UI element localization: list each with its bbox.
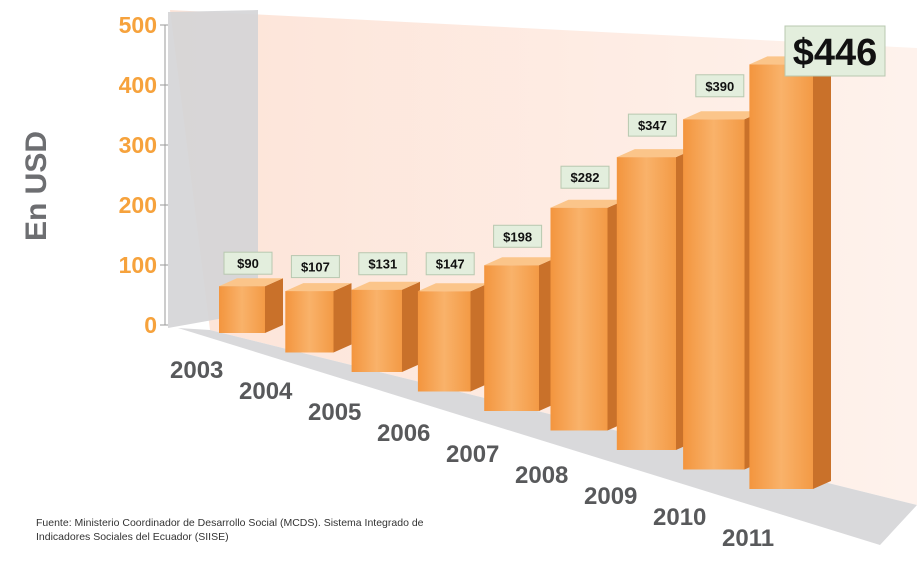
floor (178, 328, 917, 545)
data-label-text: $446 (793, 32, 878, 74)
bar-front (616, 157, 676, 450)
bar-side (813, 56, 831, 490)
data-label-box (223, 251, 273, 275)
data-label: $282 (560, 165, 610, 189)
y-tick-label: 500 (119, 12, 157, 38)
bar-front (285, 291, 334, 353)
data-label-box (560, 165, 610, 189)
data-label: $390 (695, 74, 745, 98)
bar-side (333, 283, 352, 353)
y-tick-label: 400 (119, 72, 157, 98)
y-tick-label: 200 (119, 192, 157, 218)
x-axis: 2003 2004 2005 2006 2007 2008 2009 2010 2011 (170, 357, 774, 552)
side-wall (168, 10, 258, 328)
data-label: $198 (493, 224, 543, 248)
y-tick-label: 0 (144, 312, 157, 338)
y-tick-label: 100 (119, 252, 157, 278)
data-label: $446 (784, 25, 886, 77)
x-tick-label: 2010 (653, 504, 706, 531)
data-label-box (425, 252, 475, 276)
x-tick-label: 2006 (377, 420, 430, 447)
bar-front (550, 207, 608, 431)
bar-side (402, 281, 420, 372)
data-label-text: $198 (503, 229, 532, 244)
bar-front (351, 289, 402, 372)
bar-top (683, 111, 763, 120)
data-label-text: $282 (571, 170, 600, 185)
bar-2011 (749, 56, 831, 490)
y-tick-label: 300 (119, 132, 157, 158)
bar-2004 (285, 283, 352, 353)
bar-top (351, 281, 420, 290)
x-tick-label: 2011 (722, 525, 774, 552)
data-label-text: $147 (436, 257, 465, 272)
data-label-box (290, 255, 340, 279)
bar-top (616, 149, 694, 158)
bar-2006 (417, 283, 489, 392)
data-label-text: $390 (705, 79, 734, 94)
y-axis-label: En USD (20, 131, 53, 241)
x-tick-label: 2008 (515, 462, 568, 489)
data-label: $347 (627, 113, 677, 137)
x-tick-label: 2005 (308, 399, 361, 426)
data-label-box (493, 224, 543, 248)
bar-top (285, 283, 352, 292)
bar-front (749, 64, 813, 490)
data-label: $147 (425, 252, 475, 276)
bar-2005 (351, 281, 420, 372)
data-label: $107 (290, 255, 340, 279)
source-note: Fuente: Ministerio Coordinador de Desarr… (36, 517, 424, 543)
data-label-text: $131 (368, 257, 397, 272)
bar-front (417, 291, 471, 392)
bar-top (484, 257, 557, 266)
bar-2009 (616, 149, 694, 450)
bar-top (550, 199, 626, 208)
bar-side (470, 283, 489, 392)
bar-2003 (219, 278, 283, 333)
y-axis: 0 100 200 300 400 500 (119, 12, 168, 338)
bar-2007 (484, 257, 557, 411)
bar-2008 (550, 199, 626, 431)
data-label: $131 (358, 252, 408, 276)
bar-front (219, 286, 265, 333)
bar-front (683, 119, 745, 470)
data-label-text: $90 (237, 256, 259, 271)
x-tick-label: 2009 (584, 483, 637, 510)
x-tick-label: 2007 (446, 441, 499, 468)
bars: $90 $107 $131 $147 $198 $282 $347 $390 $446 (219, 25, 886, 490)
bar-side (265, 278, 283, 333)
data-label-text: $347 (638, 118, 667, 133)
bar-top (417, 283, 489, 292)
x-tick-label: 2003 (170, 357, 223, 384)
data-label-box (627, 113, 677, 137)
bar-front (484, 265, 539, 411)
data-label-box (784, 25, 886, 77)
data-label-box (358, 252, 408, 276)
bar-top (219, 278, 283, 287)
data-label-box (695, 74, 745, 98)
data-label: $90 (223, 251, 273, 275)
data-label-text: $107 (301, 260, 330, 275)
x-tick-label: 2004 (239, 378, 293, 405)
